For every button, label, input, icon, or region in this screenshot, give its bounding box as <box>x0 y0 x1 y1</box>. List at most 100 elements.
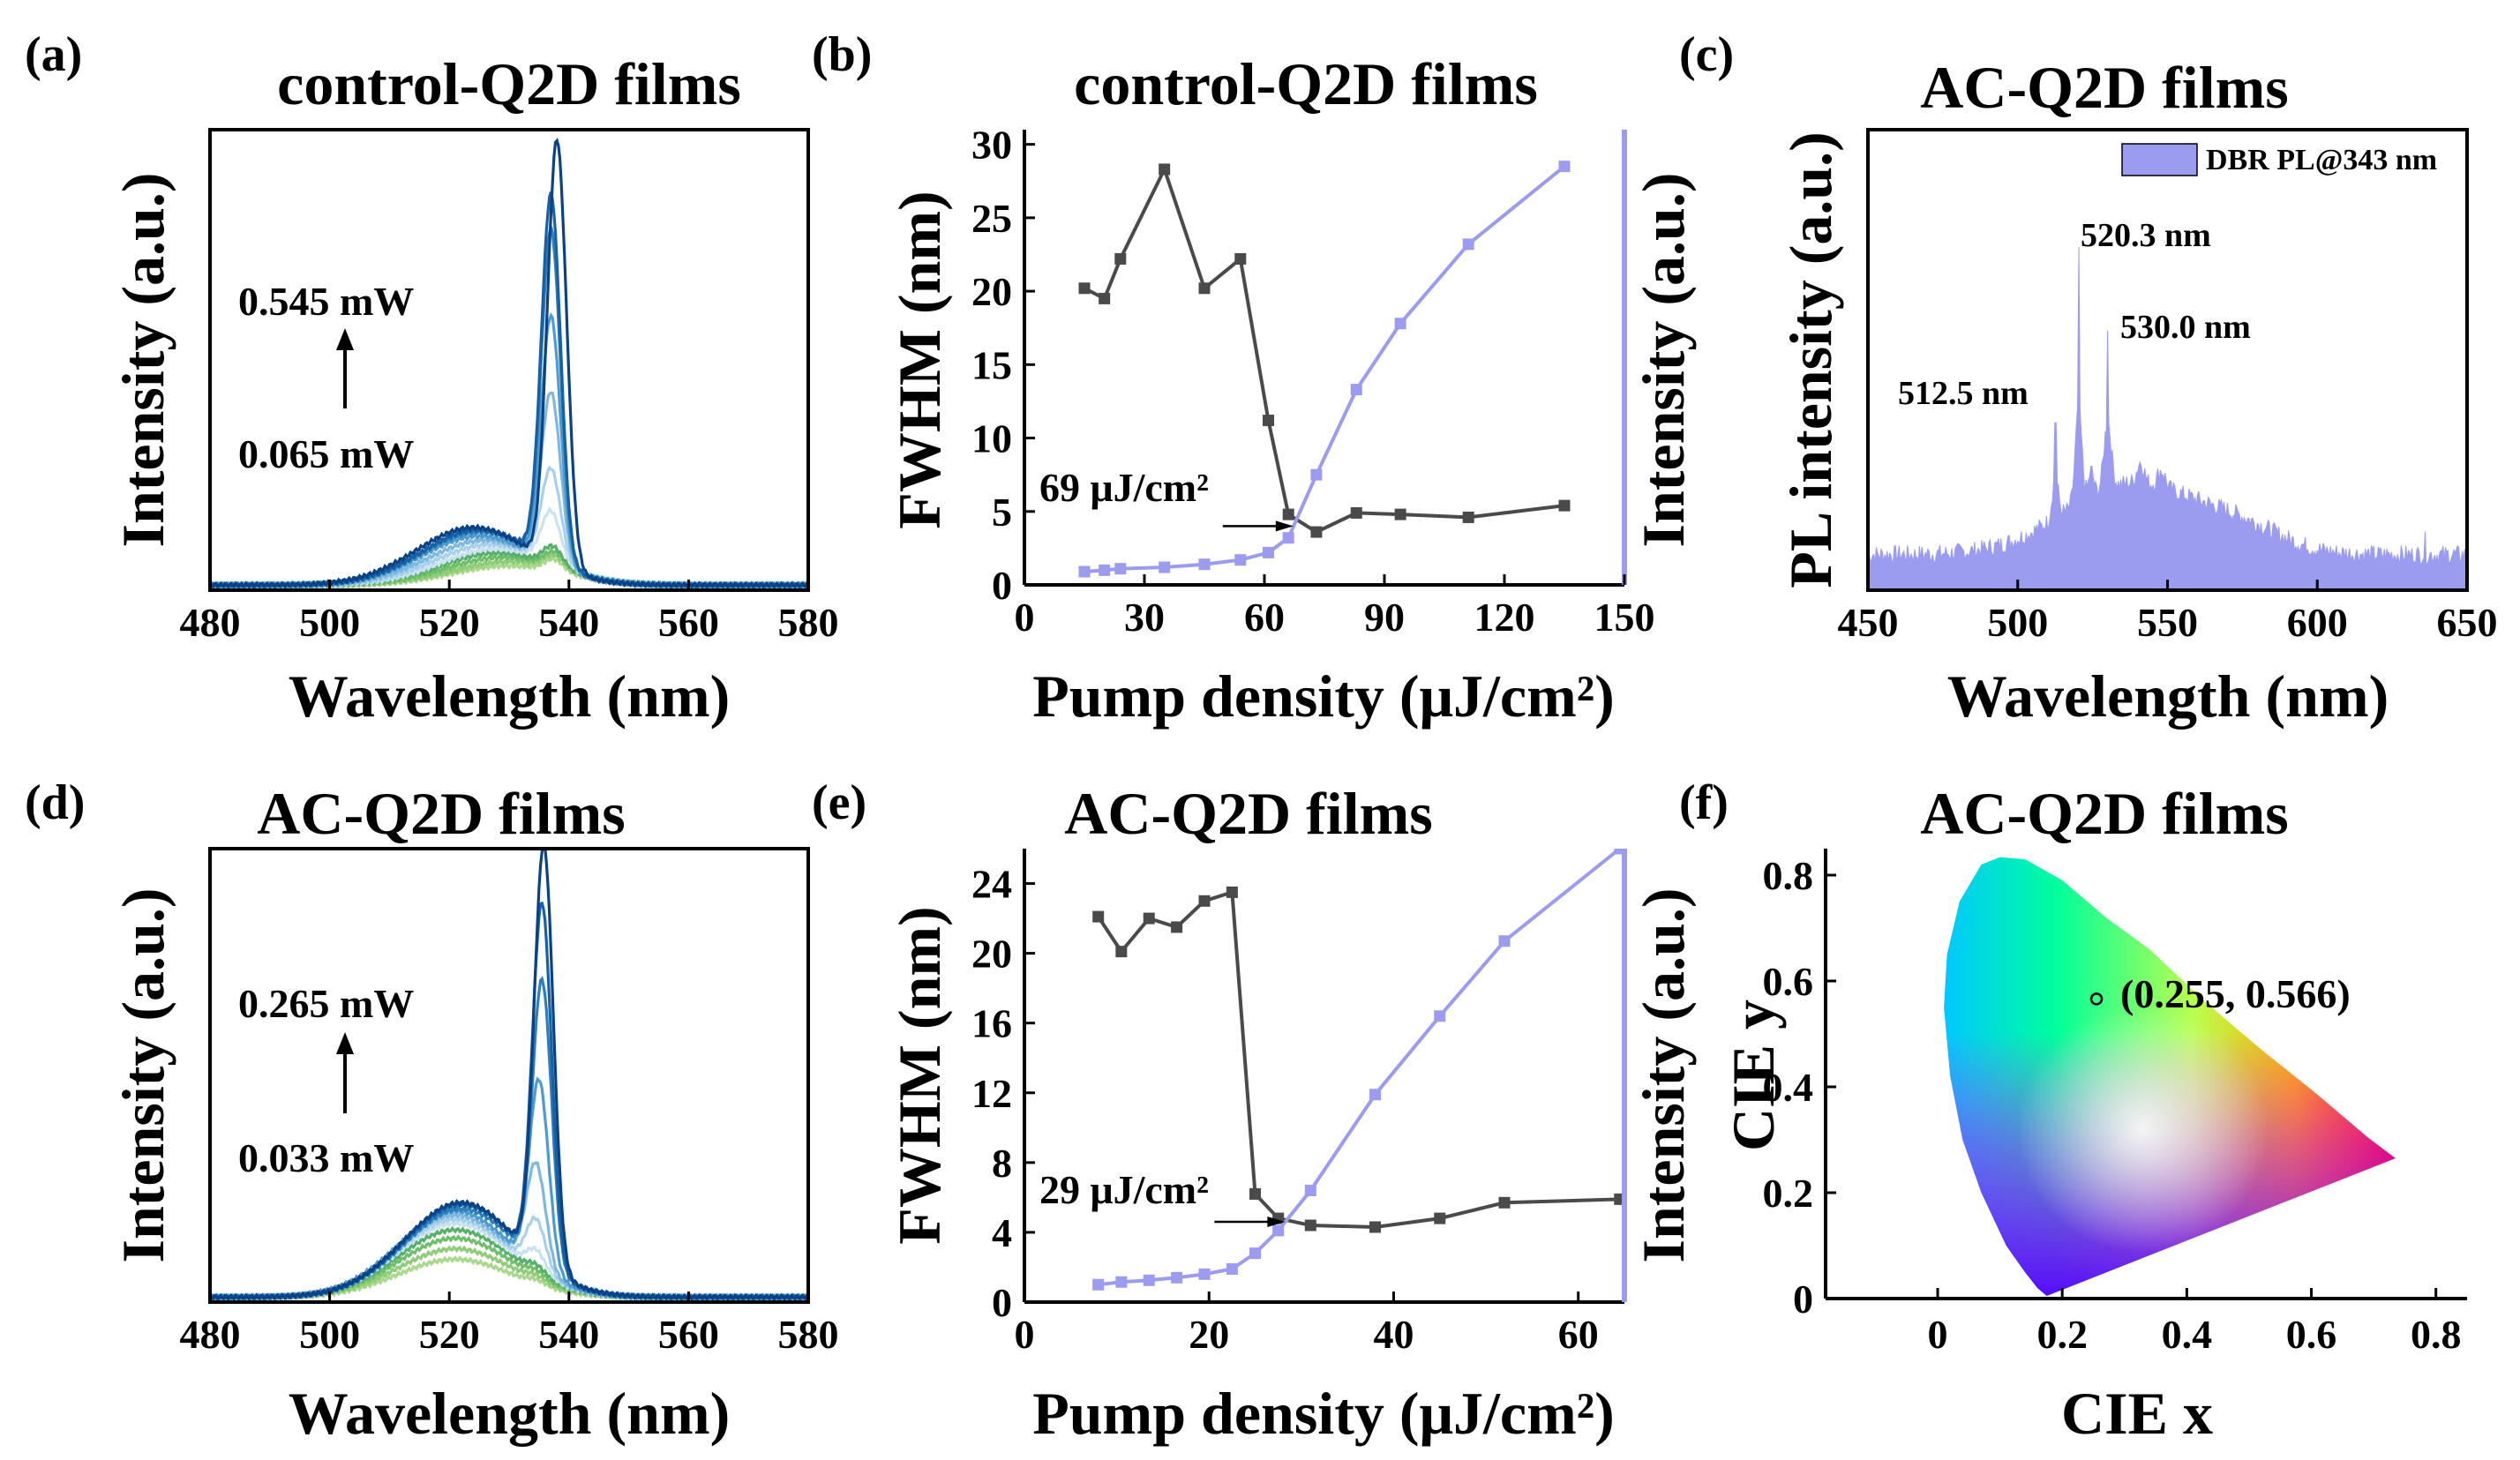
panel-b-ytick-label-6: 30 <box>971 123 1012 168</box>
panel-c-title: AC-Q2D films <box>1920 54 2288 121</box>
panel-d-power-arrowhead <box>336 1032 354 1054</box>
panel-f-ytick-label-0: 0 <box>1793 1277 1813 1321</box>
panel-f-ytick-label-2: 0.4 <box>1763 1065 1814 1110</box>
panel-f-xtick-label-4: 0.8 <box>2411 1312 2462 1357</box>
panel-b-point-fwhm-10 <box>1394 508 1406 520</box>
panel-b-xlabel: Pump density (μJ/cm²) <box>1032 663 1615 730</box>
panel-b: (b) control-Q2D films 0 30 60 90 120 150 0 5 10 1… <box>812 27 1697 730</box>
panel-e-point-intensity-5 <box>1226 1262 1238 1275</box>
panel-c-peak-label-1: 512.5 nm <box>1898 375 2029 412</box>
panel-a-power-low: 0.065 mW <box>238 431 414 476</box>
panel-d-power-low: 0.033 mW <box>238 1135 414 1180</box>
panel-a-xtick-label-1: 500 <box>299 600 360 645</box>
panel-d-xtick-label-4: 560 <box>658 1312 719 1357</box>
panel-b-series <box>1078 161 1571 578</box>
panel-a-label: (a) <box>25 27 82 82</box>
panel-b-xtick-label-1: 30 <box>1124 595 1165 640</box>
panel-d-label: (d) <box>25 775 85 830</box>
panel-c-spectrum <box>1868 246 2467 590</box>
panel-a-xticks: 480 500 520 540 560 580 <box>180 580 839 645</box>
panel-c-label: (c) <box>1679 27 1734 82</box>
panel-b-ylabel-right: Intensity (a.u.) <box>1630 172 1697 547</box>
panel-b-xtick-label-0: 0 <box>1015 595 1035 640</box>
panel-e-ytick-label-5: 20 <box>971 932 1012 977</box>
panel-b-point-fwhm-7 <box>1282 508 1294 520</box>
panel-d-curves <box>210 849 808 1302</box>
panel-e-ytick-label-2: 8 <box>992 1141 1012 1186</box>
panel-a-xtick-label-3: 540 <box>538 600 599 645</box>
panel-e-point-fwhm-3 <box>1171 921 1183 933</box>
panel-e-point-intensity-9 <box>1369 1089 1382 1101</box>
panel-b-point-intensity-9 <box>1350 384 1362 396</box>
panel-e-point-intensity-2 <box>1143 1274 1155 1286</box>
panel-e-point-fwhm-8 <box>1304 1219 1316 1232</box>
panel-b-ticks: 0 30 60 90 120 150 0 5 10 15 20 25 30 <box>971 123 1655 640</box>
panel-e-point-fwhm-12 <box>1614 1193 1624 1205</box>
panel-b-threshold-arrow-head <box>1275 520 1294 532</box>
panel-f-ytick-label-4: 0.8 <box>1763 853 1814 898</box>
panel-d-xtick-label-3: 540 <box>538 1312 599 1357</box>
panel-d-xtick-label-2: 520 <box>419 1312 480 1357</box>
panel-e-ytick-label-1: 4 <box>992 1210 1012 1255</box>
panel-f-xtick-label-3: 0.6 <box>2286 1312 2337 1357</box>
panel-c-xtick-label-3: 600 <box>2287 600 2348 645</box>
panel-b-ytick-label-4: 20 <box>971 269 1012 314</box>
panel-e-threshold-arrow <box>1214 1217 1286 1228</box>
panel-b-label: (b) <box>812 27 872 82</box>
panel-b-point-intensity-8 <box>1310 468 1323 481</box>
panel-e-point-intensity-8 <box>1304 1184 1316 1196</box>
panel-f-xlabel: CIE x <box>2061 1380 2213 1447</box>
panel-e-ytick-label-6: 24 <box>971 862 1012 907</box>
panel-a-ylabel: Intensity (a.u.) <box>109 172 176 547</box>
panel-b-xtick-label-3: 90 <box>1364 595 1405 640</box>
panel-b-xtick-label-4: 120 <box>1474 595 1535 640</box>
panel-b-point-fwhm-0 <box>1078 282 1091 295</box>
panel-f-label: (f) <box>1679 775 1729 830</box>
panel-e-title: AC-Q2D films <box>1064 780 1432 847</box>
panel-b-point-fwhm-1 <box>1099 292 1111 304</box>
panel-b-line-intensity <box>1084 165 1566 573</box>
panel-b-point-fwhm-12 <box>1558 499 1571 512</box>
panel-f-point-marker <box>2089 992 2104 1006</box>
panel-a-xtick-label-4: 560 <box>658 600 719 645</box>
panel-e-point-fwhm-11 <box>1498 1196 1511 1209</box>
panel-d: (d) AC-Q2D films 480 500 520 540 560 580 Wave… <box>25 775 839 1447</box>
panel-e-ytick-label-3: 12 <box>971 1071 1012 1116</box>
panel-b-ylabel: FWHM (nm) <box>886 191 953 528</box>
panel-c-ylabel: PL intensity (a.u.) <box>1777 131 1844 588</box>
panel-b-title: control-Q2D films <box>1074 50 1538 117</box>
panel-e-label: (e) <box>812 775 866 830</box>
panel-e-point-fwhm-9 <box>1369 1221 1382 1233</box>
panel-b-threshold-arrow <box>1222 520 1294 532</box>
panel-c-legend-swatch <box>2121 143 2198 176</box>
panel-c-xlabel: Wavelength (nm) <box>1947 663 2389 730</box>
panel-f-ticks: 0 0.2 0.4 0.6 0.8 0 0.2 0.4 0.6 0.8 <box>1763 853 2462 1357</box>
panel-f-gamut <box>1944 857 2396 1296</box>
panel-e-ticks: 0 20 40 60 0 4 8 12 16 20 24 <box>971 862 1599 1357</box>
panel-b-xtick-label-5: 150 <box>1594 595 1655 640</box>
panel-a-xtick-label-0: 480 <box>180 600 241 645</box>
panel-b-point-intensity-12 <box>1558 161 1571 173</box>
panel-b-point-intensity-0 <box>1078 565 1091 578</box>
panel-b-ytick-label-1: 5 <box>992 490 1012 535</box>
panel-e-point-intensity-6 <box>1249 1247 1262 1260</box>
panel-b-point-intensity-2 <box>1114 563 1127 575</box>
panel-d-xtick-label-0: 480 <box>180 1312 241 1357</box>
panel-b-point-fwhm-9 <box>1350 506 1362 519</box>
panel-f-title: AC-Q2D films <box>1920 780 2288 847</box>
panel-a-power-high: 0.545 mW <box>238 279 414 324</box>
panel-d-axes-frame <box>208 847 810 1304</box>
panel-e-xtick-label-1: 20 <box>1189 1312 1229 1357</box>
panel-e-ytick-label-0: 0 <box>992 1280 1012 1325</box>
panel-b-ytick-label-3: 15 <box>971 342 1012 387</box>
panel-b-xtick-label-2: 60 <box>1244 595 1285 640</box>
panel-a-title: control-Q2D films <box>277 50 741 117</box>
panel-b-point-intensity-5 <box>1234 554 1247 566</box>
panel-e-point-intensity-4 <box>1198 1268 1211 1280</box>
panel-e-xlabel: Pump density (μJ/cm²) <box>1032 1380 1615 1447</box>
panel-b-point-intensity-3 <box>1159 561 1171 573</box>
panel-d-spectrum-4 <box>210 1225 808 1302</box>
panel-e-threshold-arrow-head <box>1267 1217 1286 1228</box>
panel-e-ylabel-right: Intensity (a.u.) <box>1630 887 1697 1262</box>
